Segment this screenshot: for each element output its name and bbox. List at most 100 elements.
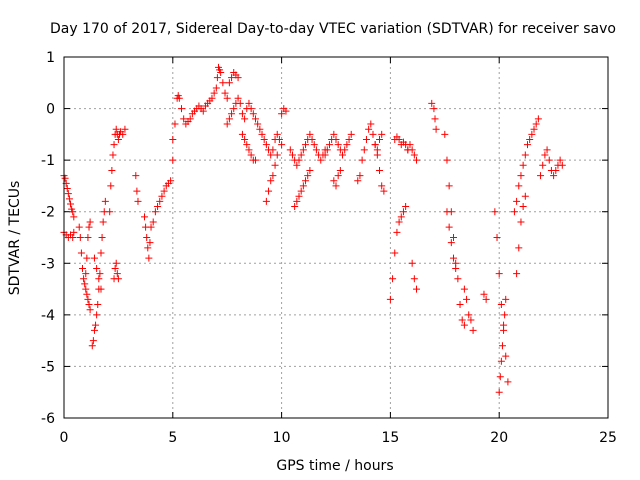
data-point	[88, 342, 96, 350]
data-point	[343, 141, 351, 149]
data-point	[84, 234, 92, 241]
data-point	[330, 130, 338, 138]
data-point	[469, 326, 477, 334]
y-tick-label: -6	[41, 411, 55, 427]
data-point	[156, 197, 164, 205]
data-point	[96, 270, 104, 278]
data-point	[354, 177, 362, 185]
y-axis-label: SDTVAR / TECUs	[7, 181, 23, 296]
data-point	[212, 84, 220, 92]
data-point	[356, 172, 364, 180]
data-point	[147, 223, 155, 231]
data-point	[558, 161, 566, 169]
x-tick-label: 0	[60, 430, 69, 446]
data-point	[447, 239, 455, 247]
data-point	[515, 244, 523, 252]
data-point	[460, 285, 468, 293]
data-point	[293, 197, 301, 205]
data-point	[258, 130, 266, 138]
data-point	[480, 290, 488, 298]
data-point	[245, 146, 253, 154]
data-point	[114, 136, 122, 144]
data-point	[247, 151, 255, 159]
data-point	[69, 208, 77, 216]
data-point	[413, 156, 421, 164]
data-point	[360, 146, 368, 154]
data-point	[528, 130, 536, 138]
data-point	[271, 161, 279, 169]
data-point	[243, 141, 251, 149]
data-point	[308, 136, 316, 144]
data-point	[502, 352, 510, 360]
data-point	[77, 249, 85, 257]
data-point	[219, 79, 227, 87]
data-point	[111, 264, 119, 272]
data-point	[515, 182, 523, 190]
data-point	[347, 130, 355, 138]
data-point	[273, 130, 281, 138]
data-point	[65, 195, 73, 203]
data-point	[81, 280, 89, 288]
data-point	[491, 208, 499, 216]
data-point	[169, 156, 177, 164]
data-point	[108, 166, 116, 174]
data-point	[541, 151, 549, 159]
y-tick-label: 1	[46, 50, 55, 66]
data-point	[450, 254, 458, 262]
data-point	[545, 156, 553, 164]
x-tick-label: 5	[168, 430, 177, 446]
x-tick-label: 15	[381, 430, 399, 446]
data-point	[82, 270, 90, 278]
data-point	[110, 141, 118, 149]
data-point	[397, 213, 405, 221]
data-point	[213, 74, 221, 82]
data-point	[365, 125, 373, 133]
data-point	[175, 94, 183, 102]
data-point	[408, 259, 416, 267]
data-point	[80, 275, 88, 283]
data-point	[98, 234, 106, 241]
data-point	[61, 174, 69, 182]
data-point	[86, 218, 94, 226]
y-tick-label: 0	[46, 102, 55, 118]
data-points	[60, 63, 566, 396]
data-point	[64, 190, 72, 198]
data-point	[500, 326, 508, 334]
data-point	[530, 125, 538, 133]
data-point	[101, 197, 109, 205]
data-point	[534, 115, 542, 123]
data-point	[523, 141, 531, 149]
data-point	[273, 151, 281, 159]
data-point	[267, 177, 275, 185]
data-point	[145, 254, 153, 262]
data-point	[404, 146, 412, 154]
data-point	[519, 203, 527, 211]
data-point	[288, 151, 296, 159]
data-point	[513, 197, 521, 205]
data-point	[158, 192, 166, 200]
data-point	[297, 187, 305, 195]
data-point	[269, 172, 277, 180]
data-point	[160, 187, 168, 195]
data-point	[513, 270, 521, 278]
data-point	[458, 316, 466, 324]
data-point	[445, 182, 453, 190]
data-point	[312, 146, 320, 154]
data-point	[302, 177, 310, 185]
data-point	[493, 234, 501, 241]
data-point	[86, 306, 94, 314]
data-point	[267, 151, 275, 159]
data-point	[317, 156, 325, 164]
data-point	[510, 208, 518, 216]
data-point	[334, 172, 342, 180]
data-point	[452, 264, 460, 272]
data-point	[362, 136, 370, 144]
data-point	[106, 208, 114, 216]
data-point	[107, 182, 115, 190]
data-point	[90, 326, 98, 334]
data-point	[386, 295, 394, 303]
data-point	[532, 120, 540, 128]
data-point	[167, 177, 175, 185]
